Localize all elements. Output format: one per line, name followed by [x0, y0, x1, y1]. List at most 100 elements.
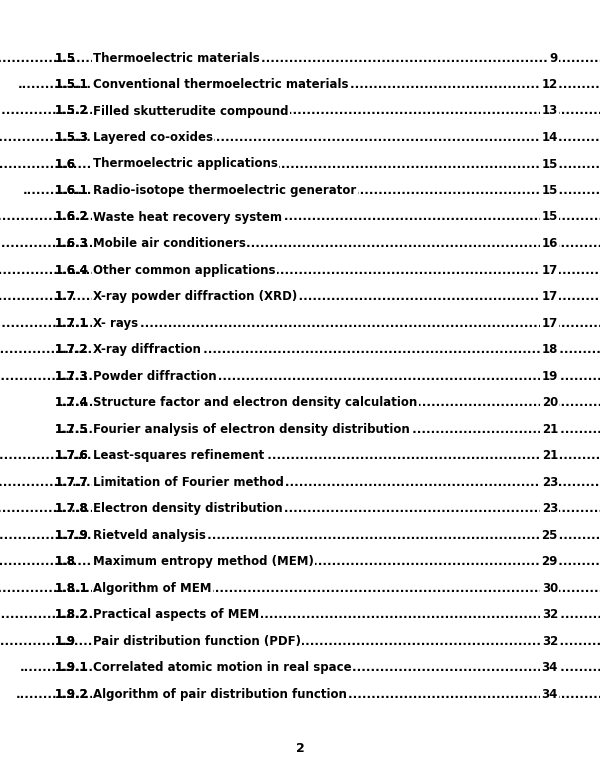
Text: 32: 32 — [542, 608, 558, 621]
Text: ................................................................................: ........................................… — [0, 369, 600, 383]
Text: ................................................................................: ........................................… — [0, 105, 600, 117]
Text: 16: 16 — [542, 237, 558, 250]
Text: 1.7.3: 1.7.3 — [55, 369, 89, 383]
Text: 17: 17 — [542, 290, 558, 303]
Text: Conventional thermoelectric materials: Conventional thermoelectric materials — [93, 78, 349, 91]
Text: 21: 21 — [542, 449, 558, 462]
Text: 19: 19 — [542, 369, 558, 383]
Text: 1.6.1: 1.6.1 — [55, 184, 89, 197]
Text: ................................................................................: ........................................… — [62, 396, 600, 409]
Text: 12: 12 — [542, 78, 558, 91]
Text: 23: 23 — [542, 476, 558, 489]
Text: 23: 23 — [542, 476, 558, 489]
Text: ................................................................................: ........................................… — [0, 528, 600, 542]
Text: Conventional thermoelectric materials: Conventional thermoelectric materials — [93, 78, 349, 91]
Text: Algorithm of pair distribution function: Algorithm of pair distribution function — [93, 688, 347, 701]
Text: Waste heat recovery system: Waste heat recovery system — [93, 210, 282, 223]
Text: 1.5.3: 1.5.3 — [55, 131, 89, 144]
Text: 1.5: 1.5 — [55, 51, 76, 64]
Text: 1.6.2: 1.6.2 — [55, 210, 89, 223]
Text: ................................................................................: ........................................… — [16, 688, 600, 701]
Text: 1.7.9: 1.7.9 — [55, 528, 89, 542]
Text: Pair distribution function (PDF): Pair distribution function (PDF) — [93, 635, 301, 647]
Text: Fourier analysis of electron density distribution: Fourier analysis of electron density dis… — [93, 422, 410, 435]
Text: 17: 17 — [542, 264, 558, 276]
Text: ................................................................................: ........................................… — [0, 608, 600, 621]
Text: ................................................................................: ........................................… — [57, 422, 600, 435]
Text: ................................................................................: ........................................… — [0, 317, 600, 330]
Text: Radio-isotope thermoelectric generator: Radio-isotope thermoelectric generator — [93, 184, 356, 197]
Text: ................................................................................: ........................................… — [0, 210, 600, 223]
Text: 17: 17 — [542, 290, 558, 303]
Text: 1.9: 1.9 — [55, 635, 76, 647]
Text: Filled skutterudite compound: Filled skutterudite compound — [93, 105, 289, 117]
Text: 32: 32 — [542, 635, 558, 647]
Text: 20: 20 — [542, 396, 558, 409]
Text: ................................................................................: ........................................… — [0, 264, 600, 276]
Text: 1.9: 1.9 — [55, 635, 76, 647]
Text: Powder diffraction: Powder diffraction — [93, 369, 217, 383]
Text: 1.7: 1.7 — [55, 290, 76, 303]
Text: 1.9.2: 1.9.2 — [55, 688, 89, 701]
Text: 1.5.3: 1.5.3 — [55, 131, 89, 144]
Text: Algorithm of MEM: Algorithm of MEM — [93, 581, 212, 594]
Text: 15: 15 — [542, 184, 558, 197]
Text: Maximum entropy method (MEM): Maximum entropy method (MEM) — [93, 555, 314, 568]
Text: 20: 20 — [542, 396, 558, 409]
Text: 1.9.2: 1.9.2 — [55, 688, 89, 701]
Text: Least-squares refinement: Least-squares refinement — [93, 449, 264, 462]
Text: Other common applications: Other common applications — [93, 264, 275, 276]
Text: 17: 17 — [542, 317, 558, 330]
Text: 30: 30 — [542, 581, 558, 594]
Text: ................................................................................: ........................................… — [0, 51, 600, 64]
Text: Algorithm of pair distribution function: Algorithm of pair distribution function — [93, 688, 347, 701]
Text: 34: 34 — [542, 688, 558, 701]
Text: Correlated atomic motion in real space: Correlated atomic motion in real space — [93, 661, 352, 674]
Text: Rietveld analysis: Rietveld analysis — [93, 528, 206, 542]
Text: 1.7.1: 1.7.1 — [55, 317, 89, 330]
Text: Least-squares refinement: Least-squares refinement — [93, 449, 264, 462]
Text: 1.5.1: 1.5.1 — [55, 78, 89, 91]
Text: 15: 15 — [542, 158, 558, 171]
Text: ................................................................................: ........................................… — [0, 581, 600, 594]
Text: Thermoelectric applications: Thermoelectric applications — [93, 158, 278, 171]
Text: 1.7.2: 1.7.2 — [55, 343, 89, 356]
Text: 18: 18 — [542, 343, 558, 356]
Text: 1.9.1: 1.9.1 — [55, 661, 89, 674]
Text: 12: 12 — [542, 78, 558, 91]
Text: ................................................................................: ........................................… — [0, 343, 600, 356]
Text: 1.6.4: 1.6.4 — [55, 264, 89, 276]
Text: 1.7.8: 1.7.8 — [55, 502, 89, 515]
Text: 13: 13 — [542, 105, 558, 117]
Text: 1.8.1: 1.8.1 — [55, 581, 89, 594]
Text: Waste heat recovery system: Waste heat recovery system — [93, 210, 282, 223]
Text: 9: 9 — [550, 51, 558, 64]
Text: ................................................................................: ........................................… — [0, 237, 600, 250]
Text: 1.6: 1.6 — [55, 158, 76, 171]
Text: Algorithm of MEM: Algorithm of MEM — [93, 581, 212, 594]
Text: Thermoelectric materials: Thermoelectric materials — [93, 51, 260, 64]
Text: Practical aspects of MEM: Practical aspects of MEM — [93, 608, 259, 621]
Text: Limitation of Fourier method: Limitation of Fourier method — [93, 476, 284, 489]
Text: 13: 13 — [542, 105, 558, 117]
Text: 1.7: 1.7 — [55, 290, 76, 303]
Text: Layered co-oxides: Layered co-oxides — [93, 131, 213, 144]
Text: Other common applications: Other common applications — [93, 264, 275, 276]
Text: 1.8.2: 1.8.2 — [55, 608, 89, 621]
Text: Mobile air conditioners: Mobile air conditioners — [93, 237, 246, 250]
Text: 1.7.5: 1.7.5 — [55, 422, 89, 435]
Text: 23: 23 — [542, 502, 558, 515]
Text: 16: 16 — [542, 237, 558, 250]
Text: Mobile air conditioners: Mobile air conditioners — [93, 237, 246, 250]
Text: 1.7.6: 1.7.6 — [55, 449, 89, 462]
Text: Practical aspects of MEM: Practical aspects of MEM — [93, 608, 259, 621]
Text: X- rays: X- rays — [93, 317, 138, 330]
Text: 21: 21 — [542, 422, 558, 435]
Text: 21: 21 — [542, 449, 558, 462]
Text: 34: 34 — [542, 661, 558, 674]
Text: 1.7.6: 1.7.6 — [55, 449, 89, 462]
Text: ................................................................................: ........................................… — [17, 78, 600, 91]
Text: ................................................................................: ........................................… — [19, 661, 600, 674]
Text: Pair distribution function (PDF): Pair distribution function (PDF) — [93, 635, 301, 647]
Text: 29: 29 — [542, 555, 558, 568]
